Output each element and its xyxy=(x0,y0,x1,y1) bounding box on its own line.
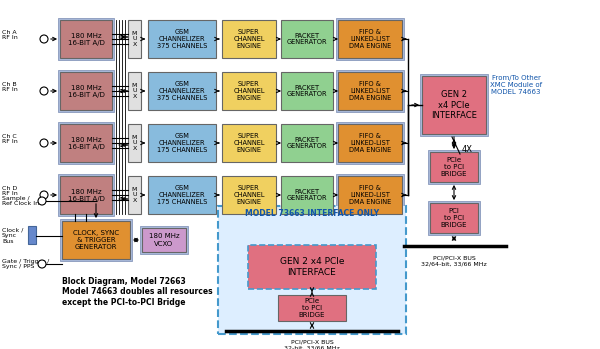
Text: PACKET
GENERATOR: PACKET GENERATOR xyxy=(287,84,328,97)
FancyBboxPatch shape xyxy=(428,201,480,235)
FancyBboxPatch shape xyxy=(428,150,480,184)
Text: MODEL 73663 INTERFACE ONLY: MODEL 73663 INTERFACE ONLY xyxy=(245,209,379,218)
FancyBboxPatch shape xyxy=(281,124,333,162)
Text: 180 MHz
16-BIT A/D: 180 MHz 16-BIT A/D xyxy=(68,188,104,201)
Text: 4X: 4X xyxy=(462,146,473,155)
Text: FIFO &
LINKED-LIST
DMA ENGINE: FIFO & LINKED-LIST DMA ENGINE xyxy=(349,185,391,205)
Text: PCI/PCI-X BUS
32-bit, 33/66 MHz: PCI/PCI-X BUS 32-bit, 33/66 MHz xyxy=(284,340,340,349)
FancyBboxPatch shape xyxy=(60,176,112,214)
Text: CLOCK, SYNC
& TRIGGER
GENERATOR: CLOCK, SYNC & TRIGGER GENERATOR xyxy=(73,230,119,250)
Text: Clock /
Sync
Bus: Clock / Sync Bus xyxy=(2,228,23,244)
Text: GEN 2
x4 PCIe
INTERFACE: GEN 2 x4 PCIe INTERFACE xyxy=(431,90,477,120)
FancyBboxPatch shape xyxy=(142,228,186,252)
Text: Block Diagram, Model 72663
Model 74663 doubles all resources
except the PCI-to-P: Block Diagram, Model 72663 Model 74663 d… xyxy=(62,277,212,307)
FancyBboxPatch shape xyxy=(336,174,404,216)
Text: SUPER
CHANNEL
ENGINE: SUPER CHANNEL ENGINE xyxy=(233,29,265,49)
FancyBboxPatch shape xyxy=(60,20,112,58)
FancyBboxPatch shape xyxy=(222,124,276,162)
FancyBboxPatch shape xyxy=(281,176,333,214)
FancyBboxPatch shape xyxy=(148,20,216,58)
Text: GEN 2 x4 PCIe
INTERFACE: GEN 2 x4 PCIe INTERFACE xyxy=(280,257,344,277)
Text: From/To Other
XMC Module of
MODEL 74663: From/To Other XMC Module of MODEL 74663 xyxy=(490,75,542,95)
FancyBboxPatch shape xyxy=(58,174,114,216)
Text: GSM
CHANNELIZER
375 CHANNELS: GSM CHANNELIZER 375 CHANNELS xyxy=(157,29,207,49)
Text: FIFO &
LINKED-LIST
DMA ENGINE: FIFO & LINKED-LIST DMA ENGINE xyxy=(349,133,391,153)
Text: 180 MHz
16-BIT A/D: 180 MHz 16-BIT A/D xyxy=(68,84,104,97)
Text: Sample /
Ref Clock In: Sample / Ref Clock In xyxy=(2,195,39,206)
FancyBboxPatch shape xyxy=(128,124,141,162)
FancyBboxPatch shape xyxy=(60,124,112,162)
FancyBboxPatch shape xyxy=(422,76,486,134)
Text: PCI/PCI-X BUS
32/64-bit, 33/66 MHz: PCI/PCI-X BUS 32/64-bit, 33/66 MHz xyxy=(421,256,487,267)
Text: GSM
CHANNELIZER
175 CHANNELS: GSM CHANNELIZER 175 CHANNELS xyxy=(157,185,207,205)
Text: GSM
CHANNELIZER
375 CHANNELS: GSM CHANNELIZER 375 CHANNELS xyxy=(157,81,207,101)
Text: SUPER
CHANNEL
ENGINE: SUPER CHANNEL ENGINE xyxy=(233,133,265,153)
Text: SUPER
CHANNEL
ENGINE: SUPER CHANNEL ENGINE xyxy=(233,185,265,205)
Text: 180 MHz
16-BIT A/D: 180 MHz 16-BIT A/D xyxy=(68,136,104,149)
FancyBboxPatch shape xyxy=(281,20,333,58)
FancyBboxPatch shape xyxy=(336,122,404,164)
FancyBboxPatch shape xyxy=(60,219,132,261)
FancyBboxPatch shape xyxy=(430,152,478,182)
FancyBboxPatch shape xyxy=(148,176,216,214)
FancyBboxPatch shape xyxy=(58,70,114,112)
Text: FIFO &
LINKED-LIST
DMA ENGINE: FIFO & LINKED-LIST DMA ENGINE xyxy=(349,29,391,49)
FancyBboxPatch shape xyxy=(420,74,488,136)
Text: Ch D
RF In: Ch D RF In xyxy=(2,186,18,196)
FancyBboxPatch shape xyxy=(281,72,333,110)
Text: M
U
X: M U X xyxy=(132,83,137,99)
Text: SUPER
CHANNEL
ENGINE: SUPER CHANNEL ENGINE xyxy=(233,81,265,101)
FancyBboxPatch shape xyxy=(336,18,404,60)
FancyBboxPatch shape xyxy=(60,72,112,110)
Text: Ch A
RF In: Ch A RF In xyxy=(2,30,18,40)
FancyBboxPatch shape xyxy=(338,176,402,214)
FancyBboxPatch shape xyxy=(128,20,141,58)
FancyBboxPatch shape xyxy=(128,176,141,214)
FancyBboxPatch shape xyxy=(140,226,188,254)
FancyBboxPatch shape xyxy=(430,203,478,233)
Text: 180 MHz
VCXO: 180 MHz VCXO xyxy=(149,233,179,246)
FancyBboxPatch shape xyxy=(148,124,216,162)
Circle shape xyxy=(38,260,46,268)
FancyBboxPatch shape xyxy=(278,295,346,321)
FancyBboxPatch shape xyxy=(338,72,402,110)
Circle shape xyxy=(40,139,48,147)
Text: PACKET
GENERATOR: PACKET GENERATOR xyxy=(287,188,328,201)
Text: PCIe
to PCI
BRIDGE: PCIe to PCI BRIDGE xyxy=(441,157,467,177)
Text: PCIe
to PCI
BRIDGE: PCIe to PCI BRIDGE xyxy=(299,298,325,318)
FancyBboxPatch shape xyxy=(338,20,402,58)
Text: M
U
X: M U X xyxy=(132,31,137,47)
Text: FIFO &
LINKED-LIST
DMA ENGINE: FIFO & LINKED-LIST DMA ENGINE xyxy=(349,81,391,101)
Circle shape xyxy=(40,191,48,199)
FancyBboxPatch shape xyxy=(58,122,114,164)
FancyBboxPatch shape xyxy=(222,72,276,110)
Circle shape xyxy=(40,35,48,43)
FancyBboxPatch shape xyxy=(128,72,141,110)
Text: Gate / Trigger /
Sync / PPS: Gate / Trigger / Sync / PPS xyxy=(2,259,49,269)
Text: PCI
to PCI
BRIDGE: PCI to PCI BRIDGE xyxy=(441,208,467,228)
FancyBboxPatch shape xyxy=(338,124,402,162)
Text: Ch C
RF In: Ch C RF In xyxy=(2,134,18,144)
Text: PACKET
GENERATOR: PACKET GENERATOR xyxy=(287,136,328,149)
Text: M
U
X: M U X xyxy=(132,187,137,203)
FancyBboxPatch shape xyxy=(248,245,376,289)
Text: GSM
CHANNELIZER
175 CHANNELS: GSM CHANNELIZER 175 CHANNELS xyxy=(157,133,207,153)
FancyBboxPatch shape xyxy=(222,176,276,214)
Text: M
U
X: M U X xyxy=(132,135,137,151)
Text: 180 MHz
16-BIT A/D: 180 MHz 16-BIT A/D xyxy=(68,32,104,45)
Circle shape xyxy=(40,87,48,95)
FancyBboxPatch shape xyxy=(218,206,406,334)
Text: Ch B
RF In: Ch B RF In xyxy=(2,82,18,92)
FancyBboxPatch shape xyxy=(58,18,114,60)
FancyBboxPatch shape xyxy=(62,221,130,259)
FancyBboxPatch shape xyxy=(148,72,216,110)
FancyBboxPatch shape xyxy=(28,226,36,244)
Circle shape xyxy=(38,197,46,205)
FancyBboxPatch shape xyxy=(222,20,276,58)
Text: PACKET
GENERATOR: PACKET GENERATOR xyxy=(287,32,328,45)
FancyBboxPatch shape xyxy=(336,70,404,112)
